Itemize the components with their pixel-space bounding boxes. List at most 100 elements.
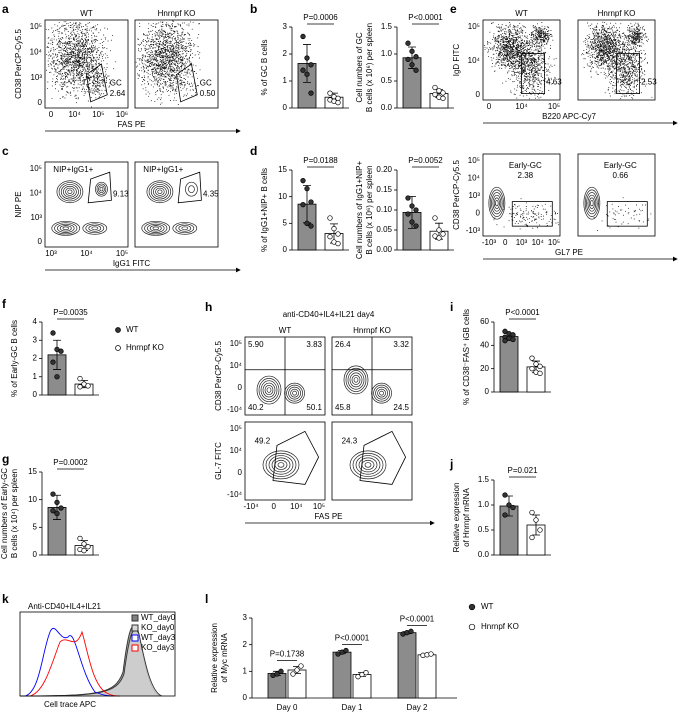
contour bbox=[88, 224, 102, 232]
contour bbox=[266, 387, 272, 393]
panel-title: Anti-CD40+IL4+IL21 bbox=[28, 602, 101, 611]
histogram-curve bbox=[24, 627, 116, 697]
quadrant-value: 24.5 bbox=[393, 403, 409, 412]
y-tick-label: 10⁴ bbox=[30, 47, 43, 56]
data-point bbox=[335, 240, 341, 247]
gate bbox=[86, 63, 108, 103]
quadrant-value: 5.90 bbox=[248, 340, 264, 349]
data-point bbox=[300, 67, 306, 73]
contour bbox=[288, 386, 301, 400]
data-point bbox=[58, 505, 64, 511]
data-point bbox=[54, 510, 60, 517]
legend-swatch bbox=[131, 614, 139, 622]
gate-name: GC bbox=[110, 78, 122, 87]
data-point bbox=[529, 355, 535, 361]
y-axis-label: Cell numbers of IgG1+NIP+ bbox=[355, 161, 364, 260]
y-tick-label: 10⁵ bbox=[30, 22, 42, 31]
contour bbox=[144, 222, 168, 235]
error-bar bbox=[53, 339, 61, 370]
contour bbox=[347, 370, 365, 390]
data-point bbox=[77, 535, 83, 542]
y-tick-label: 5 bbox=[283, 218, 288, 227]
contour bbox=[268, 455, 294, 475]
y-axis-label: Relative expression bbox=[210, 623, 219, 693]
x-axis-label: FAS PE bbox=[117, 120, 145, 129]
y-tick-label: 0 bbox=[38, 237, 43, 246]
contour bbox=[148, 182, 172, 202]
y-tick-label: 0.0 bbox=[478, 550, 490, 559]
contour bbox=[98, 185, 105, 194]
data-point bbox=[335, 95, 341, 101]
data-point bbox=[300, 202, 306, 208]
y-tick-label: 10⁵ bbox=[230, 339, 242, 348]
gate-value: 2.53 bbox=[641, 78, 657, 87]
x-tick-label: 10⁵ bbox=[548, 238, 560, 247]
y-tick-label: 3 bbox=[33, 335, 38, 344]
gate-name: NIP+IgG1+ bbox=[143, 165, 183, 174]
y-tick-label: -10³ bbox=[466, 226, 481, 235]
data-point bbox=[537, 363, 543, 369]
y-tick-label: 3 bbox=[283, 22, 288, 31]
y-tick-label: 15 bbox=[28, 467, 37, 476]
data-point bbox=[331, 226, 337, 232]
bar bbox=[332, 651, 352, 699]
gate bbox=[176, 63, 198, 103]
contour bbox=[358, 457, 378, 473]
y-tick-label: 0 bbox=[33, 390, 38, 399]
x-axis-label: Cell trace APC bbox=[44, 700, 96, 709]
contour bbox=[286, 384, 303, 402]
legend-marker bbox=[115, 327, 121, 333]
contour bbox=[584, 189, 599, 217]
y-tick-label: 0.0 bbox=[381, 103, 393, 112]
y-tick-label: 10⁴ bbox=[230, 446, 243, 455]
contour bbox=[489, 189, 504, 217]
quadrant-value: 45.8 bbox=[335, 403, 351, 412]
contour bbox=[188, 185, 195, 194]
p-value: P=0.0052 bbox=[408, 156, 443, 165]
data-point bbox=[413, 223, 419, 229]
data-point bbox=[85, 544, 91, 550]
x-tick-label: 0 bbox=[487, 102, 492, 111]
data-point bbox=[327, 234, 333, 240]
data-point bbox=[50, 508, 56, 514]
data-point bbox=[413, 54, 419, 60]
data-point bbox=[278, 668, 284, 674]
legend-swatch bbox=[131, 644, 139, 652]
y-tick-label: 1 bbox=[243, 666, 248, 675]
y-tick-label: 0.5 bbox=[478, 525, 490, 534]
x-tick-label: 10⁵ bbox=[92, 110, 104, 119]
y-tick-label: 4 bbox=[33, 317, 38, 326]
contour bbox=[85, 223, 105, 234]
gate bbox=[87, 171, 112, 204]
data-point bbox=[436, 88, 442, 94]
y-tick-label: 0 bbox=[476, 209, 481, 218]
contour bbox=[586, 192, 598, 215]
bar bbox=[417, 654, 437, 699]
contour bbox=[99, 187, 104, 192]
contour bbox=[256, 375, 282, 405]
gate bbox=[521, 53, 546, 94]
panel-letter: b bbox=[250, 2, 257, 16]
y-tick-label: 1.0 bbox=[381, 49, 393, 58]
y-tick-label: 0 bbox=[238, 468, 243, 477]
data-point bbox=[304, 71, 310, 77]
data-point bbox=[335, 231, 341, 237]
y-axis-label: CD38 PerCP-Cy5.5 bbox=[452, 160, 461, 230]
contour bbox=[58, 182, 82, 202]
data-point bbox=[308, 62, 314, 68]
x-axis-label: FAS PE bbox=[314, 512, 342, 521]
data-point bbox=[363, 670, 369, 676]
panel-letter: i bbox=[450, 300, 453, 314]
data-point bbox=[413, 207, 419, 213]
gate-value: 2.38 bbox=[518, 171, 534, 180]
contour bbox=[181, 226, 189, 231]
contour bbox=[172, 221, 198, 235]
y-tick-label: 1 bbox=[33, 372, 38, 381]
contour bbox=[56, 223, 75, 233]
contour bbox=[353, 377, 359, 383]
contour bbox=[155, 187, 165, 196]
y-tick-label: 0 bbox=[38, 98, 43, 107]
plot-title: WT bbox=[279, 326, 292, 335]
x-tick-label: 10³ bbox=[45, 249, 57, 258]
contour bbox=[96, 183, 107, 195]
